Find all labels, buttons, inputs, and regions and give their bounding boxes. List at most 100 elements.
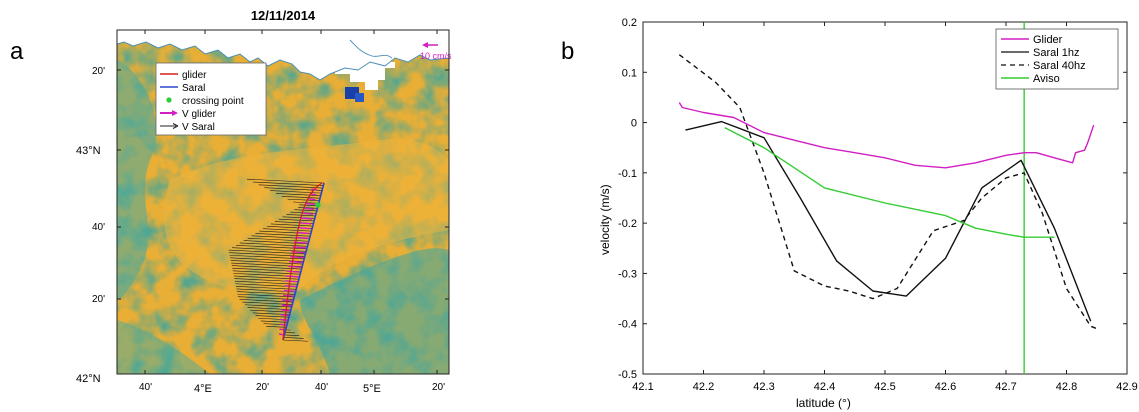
glider-arrow (302, 212, 313, 215)
glider-arrow (282, 294, 296, 298)
legend-label-v-saral: V Saral (182, 122, 215, 133)
glider-arrow (282, 299, 294, 302)
lon-tick-label: 20' (256, 382, 269, 393)
saral-arrow (286, 214, 316, 217)
saral-track (282, 182, 325, 341)
saral-arrow (239, 242, 308, 247)
series-line-3 (678, 54, 1098, 330)
x-tick-label: 42.1 (632, 381, 653, 393)
saral-arrow (283, 337, 304, 339)
saral-arrow (242, 301, 293, 305)
glider-arrow (299, 222, 312, 225)
legend-label-crossing-point: crossing point (182, 96, 244, 107)
glider-arrow (306, 202, 315, 206)
glider-arrow (301, 217, 313, 220)
lat-tick-label: 40' (92, 222, 105, 233)
x-tick-label: 42.6 (935, 381, 956, 393)
saral-arrow (232, 270, 301, 275)
glider-arrow (295, 236, 309, 240)
panel-label-a: a (10, 38, 24, 65)
lon-tick-label: 4°E (194, 383, 212, 395)
saral-arrow (278, 218, 315, 222)
chart-x-axis-label: latitude (°) (796, 396, 851, 410)
glider-arrow (284, 284, 298, 288)
saral-arrow (236, 288, 296, 293)
saral-arrow (230, 257, 304, 262)
chart-legend-label: Saral 40hz (1033, 60, 1086, 72)
glider-arrow (298, 226, 311, 230)
chart-y-axis-label: velocity (m/s) (598, 184, 612, 255)
map-cyan-region-west (117, 60, 157, 300)
series-line-2 (685, 120, 1092, 322)
glider-arrow (285, 280, 299, 283)
x-tick-label: 42.5 (874, 381, 895, 393)
lon-tick-label: 40' (139, 382, 152, 393)
saral-arrow (252, 181, 324, 186)
saral-arrow (281, 195, 321, 199)
y-tick-label: -0.2 (618, 218, 637, 230)
x-tick-label: 42.2 (693, 381, 714, 393)
glider-arrow (307, 197, 316, 201)
saral-arrow (299, 204, 319, 207)
y-tick-label: -0.5 (618, 369, 637, 381)
velocity-scale: 10 cm/s (420, 42, 452, 61)
saral-arrow (263, 228, 312, 232)
saral-arrow (250, 309, 291, 313)
saral-arrow (244, 304, 292, 308)
saral-arrow (235, 286, 297, 290)
saral-arrow (284, 334, 300, 336)
saral-arrow (243, 240, 309, 245)
x-tick-label: 42.8 (1056, 381, 1077, 393)
saral-arrow (237, 293, 295, 298)
velocity-scale-label: 10 cm/s (420, 51, 452, 61)
saral-arrow (255, 233, 311, 237)
map-ticks (117, 30, 449, 375)
x-tick-label: 42.3 (753, 381, 774, 393)
saral-arrow (270, 190, 322, 194)
y-tick-label: 0.2 (622, 17, 637, 29)
saral-velocity-arrows (228, 178, 325, 342)
glider-arrow (296, 231, 310, 235)
legend-label-glider: glider (182, 70, 207, 81)
saral-arrow (282, 339, 309, 342)
lat-tick-label: 20' (92, 66, 105, 77)
saral-arrow (236, 291, 295, 295)
series-line-1 (678, 102, 1095, 169)
chart-legend: Glider Saral 1hz Saral 40hz Aviso (995, 28, 1119, 90)
saral-arrow (233, 275, 299, 280)
x-tick-label: 42.7 (995, 381, 1016, 393)
saral-arrow (237, 296, 294, 300)
saral-arrow (229, 252, 305, 257)
saral-arrow (298, 207, 318, 209)
y-tick-label: 0 (631, 118, 637, 130)
lon-tick-label: 5°E (363, 383, 381, 395)
legend-label-saral: Saral (182, 83, 205, 94)
saral-arrow (258, 184, 323, 189)
saral-arrow (260, 320, 288, 323)
panel-label-b: b (561, 38, 575, 65)
saral-arrow (287, 198, 320, 202)
saral-arrow (275, 193, 321, 196)
map-coastline (117, 41, 449, 81)
lon-tick-label: 40' (315, 382, 328, 393)
map-cloud-mask (285, 54, 395, 90)
map-cyan-region-east (300, 248, 449, 374)
saral-arrow (234, 280, 298, 285)
x-tick-label: 42.4 (814, 381, 835, 393)
saral-arrow (230, 260, 303, 265)
y-tick-label: -0.4 (618, 319, 637, 331)
saral-arrow (246, 178, 325, 184)
glider-arrow (290, 255, 305, 259)
saral-arrow (239, 299, 293, 303)
series-line-4 (724, 126, 1055, 238)
chart-legend-label: Saral 1hz (1033, 47, 1079, 59)
glider-arrow (283, 289, 297, 293)
glider-arrow (286, 270, 301, 273)
lat-tick-label: 43°N (76, 145, 101, 157)
legend-label-v-glider: V glider (182, 109, 217, 120)
map-river (349, 39, 393, 59)
saral-arrow (229, 254, 305, 260)
map-cyan-region-south (117, 320, 210, 374)
y-tick-label: -0.1 (618, 168, 637, 180)
lat-tick-label: 42°N (76, 373, 101, 385)
